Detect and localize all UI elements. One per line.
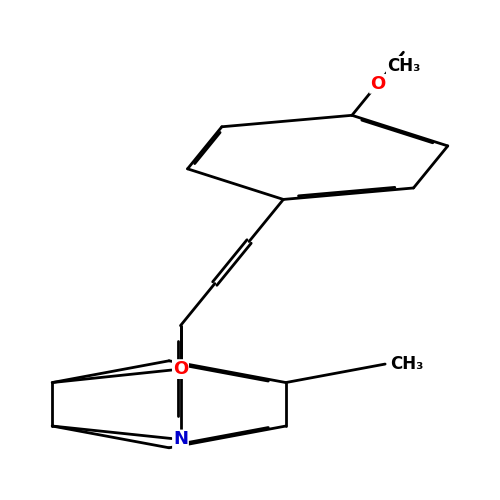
Text: O: O <box>173 360 188 378</box>
Text: CH₃: CH₃ <box>390 355 424 373</box>
Text: O: O <box>370 75 386 93</box>
Text: CH₃: CH₃ <box>386 57 420 75</box>
Text: N: N <box>173 430 188 448</box>
